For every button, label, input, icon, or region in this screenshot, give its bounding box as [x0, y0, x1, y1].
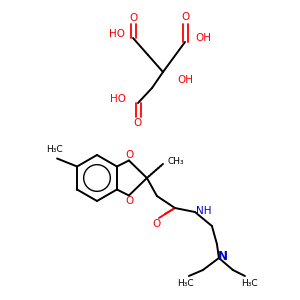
Text: O: O	[126, 196, 134, 206]
Text: H₃C: H₃C	[242, 280, 258, 289]
Text: O: O	[181, 12, 189, 22]
Text: H₃C: H₃C	[46, 145, 62, 154]
Text: OH: OH	[195, 33, 211, 43]
Text: HO: HO	[110, 94, 126, 104]
Text: OH: OH	[177, 75, 193, 85]
Text: CH₃: CH₃	[168, 157, 184, 166]
Text: O: O	[126, 149, 134, 160]
Text: N: N	[218, 250, 228, 263]
Text: H₃C: H₃C	[178, 280, 194, 289]
Text: NH: NH	[196, 206, 212, 216]
Text: HO: HO	[109, 29, 125, 39]
Text: O: O	[134, 118, 142, 128]
Text: O: O	[153, 219, 161, 229]
Text: O: O	[129, 13, 137, 23]
